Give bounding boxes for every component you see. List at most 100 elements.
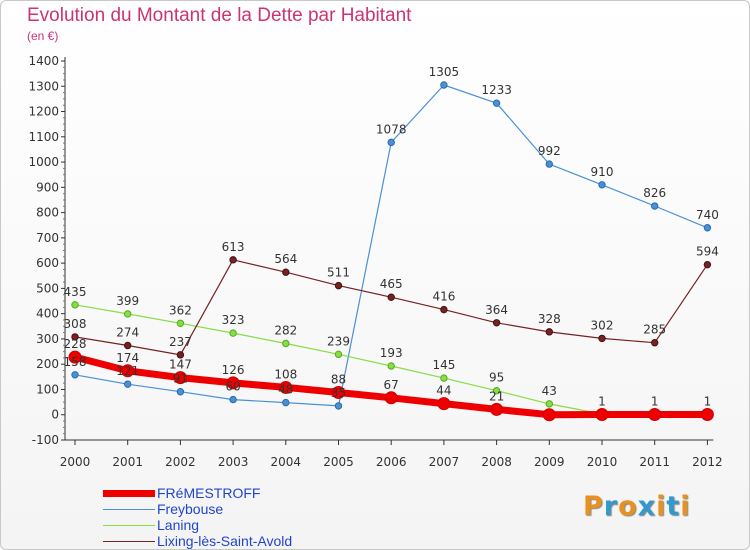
data-label: 237 (169, 335, 192, 349)
data-point (334, 350, 343, 359)
data-point (384, 391, 398, 405)
data-label: 126 (222, 363, 245, 377)
legend-swatch (103, 508, 155, 510)
data-point (279, 380, 293, 394)
legend-item: Freybouse (103, 501, 292, 517)
legend-item: Laning (103, 517, 292, 533)
data-point (71, 333, 79, 341)
data-point (387, 138, 395, 147)
data-point (595, 407, 609, 421)
logo-letter: t (666, 491, 681, 522)
data-point (437, 397, 451, 411)
data-label: 1305 (429, 65, 460, 79)
data-label: 121 (116, 364, 139, 378)
x-tick-label: 2010 (587, 455, 618, 469)
data-label: 285 (643, 323, 666, 337)
data-label: 1078 (376, 122, 407, 136)
data-point (545, 400, 553, 408)
y-tick-label: 700 (36, 231, 59, 245)
data-point (282, 339, 290, 348)
data-point (176, 319, 185, 327)
data-point (229, 256, 237, 264)
data-point (440, 374, 448, 382)
data-label: 362 (169, 303, 192, 317)
chart-title: Evolution du Montant de la Dette par Hab… (27, 5, 412, 26)
data-point (332, 385, 345, 399)
x-tick-label: 2002 (165, 455, 196, 469)
data-point (545, 328, 553, 336)
data-label: 740 (696, 208, 719, 222)
data-label: 826 (643, 186, 666, 200)
y-tick-label: 500 (36, 281, 59, 295)
data-point (440, 305, 448, 314)
data-point (124, 310, 132, 318)
data-point (651, 202, 659, 210)
data-point (334, 281, 343, 290)
x-tick-label: 2000 (60, 455, 91, 469)
y-tick-label: 200 (36, 357, 59, 371)
logo-letter: i (680, 491, 691, 522)
data-point (334, 402, 343, 410)
data-label: 1 (651, 394, 659, 408)
data-point (492, 319, 501, 327)
data-label: 594 (696, 245, 719, 259)
y-tick-label: -100 (32, 433, 59, 447)
data-label: 274 (116, 326, 139, 340)
data-point (542, 408, 556, 422)
x-tick-label: 2011 (639, 455, 670, 469)
data-point (648, 407, 662, 421)
data-label: 44 (436, 384, 451, 398)
data-point (651, 339, 659, 347)
data-label: 435 (64, 285, 87, 299)
data-label: 145 (432, 358, 455, 372)
data-point (71, 371, 79, 379)
y-tick-label: 0 (51, 408, 59, 422)
data-label: 992 (538, 144, 561, 158)
data-point (545, 160, 553, 168)
data-point (176, 388, 185, 396)
data-label: 613 (222, 240, 245, 254)
logo-letter: P (583, 491, 604, 522)
data-label: 21 (489, 389, 504, 403)
data-label: 88 (331, 372, 346, 386)
data-label: 35 (331, 386, 346, 400)
data-point (598, 181, 606, 189)
x-tick-label: 2007 (429, 455, 460, 469)
x-tick-label: 2009 (534, 455, 565, 469)
data-point (282, 268, 290, 276)
data-label: 564 (274, 252, 297, 266)
data-label: 302 (591, 318, 614, 332)
data-point (598, 334, 606, 343)
logo-letter: o (618, 491, 638, 522)
legend-label: Laning (157, 517, 200, 533)
legend-item: Lixing-lès-Saint-Avold (103, 533, 292, 549)
data-label: 1 (598, 394, 606, 408)
data-point (490, 402, 504, 416)
data-point (226, 376, 240, 390)
data-label: 147 (169, 358, 192, 372)
y-tick-label: 1300 (28, 79, 59, 93)
y-tick-label: 300 (36, 332, 59, 346)
data-label: 228 (64, 337, 87, 351)
data-point (68, 350, 82, 364)
data-label: 1 (704, 394, 712, 408)
data-label: 95 (489, 371, 504, 385)
data-label: 108 (274, 367, 297, 381)
legend-label: Lixing-lès-Saint-Avold (157, 533, 293, 549)
y-tick-label: 100 (36, 382, 59, 396)
data-point (492, 99, 501, 107)
data-label: 282 (274, 323, 297, 337)
logo-letter: i (656, 491, 667, 522)
data-label: 323 (222, 313, 245, 327)
data-label: 174 (116, 351, 139, 365)
legend-swatch (103, 540, 155, 542)
data-label: 43 (542, 384, 557, 398)
x-tick-label: 2012 (692, 455, 723, 469)
data-label: 328 (538, 312, 561, 326)
legend-swatch (103, 489, 155, 497)
data-label: 67 (384, 378, 399, 392)
y-tick-label: 1100 (28, 130, 59, 144)
y-tick-label: 1400 (28, 54, 59, 68)
data-label: 1233 (481, 83, 512, 97)
